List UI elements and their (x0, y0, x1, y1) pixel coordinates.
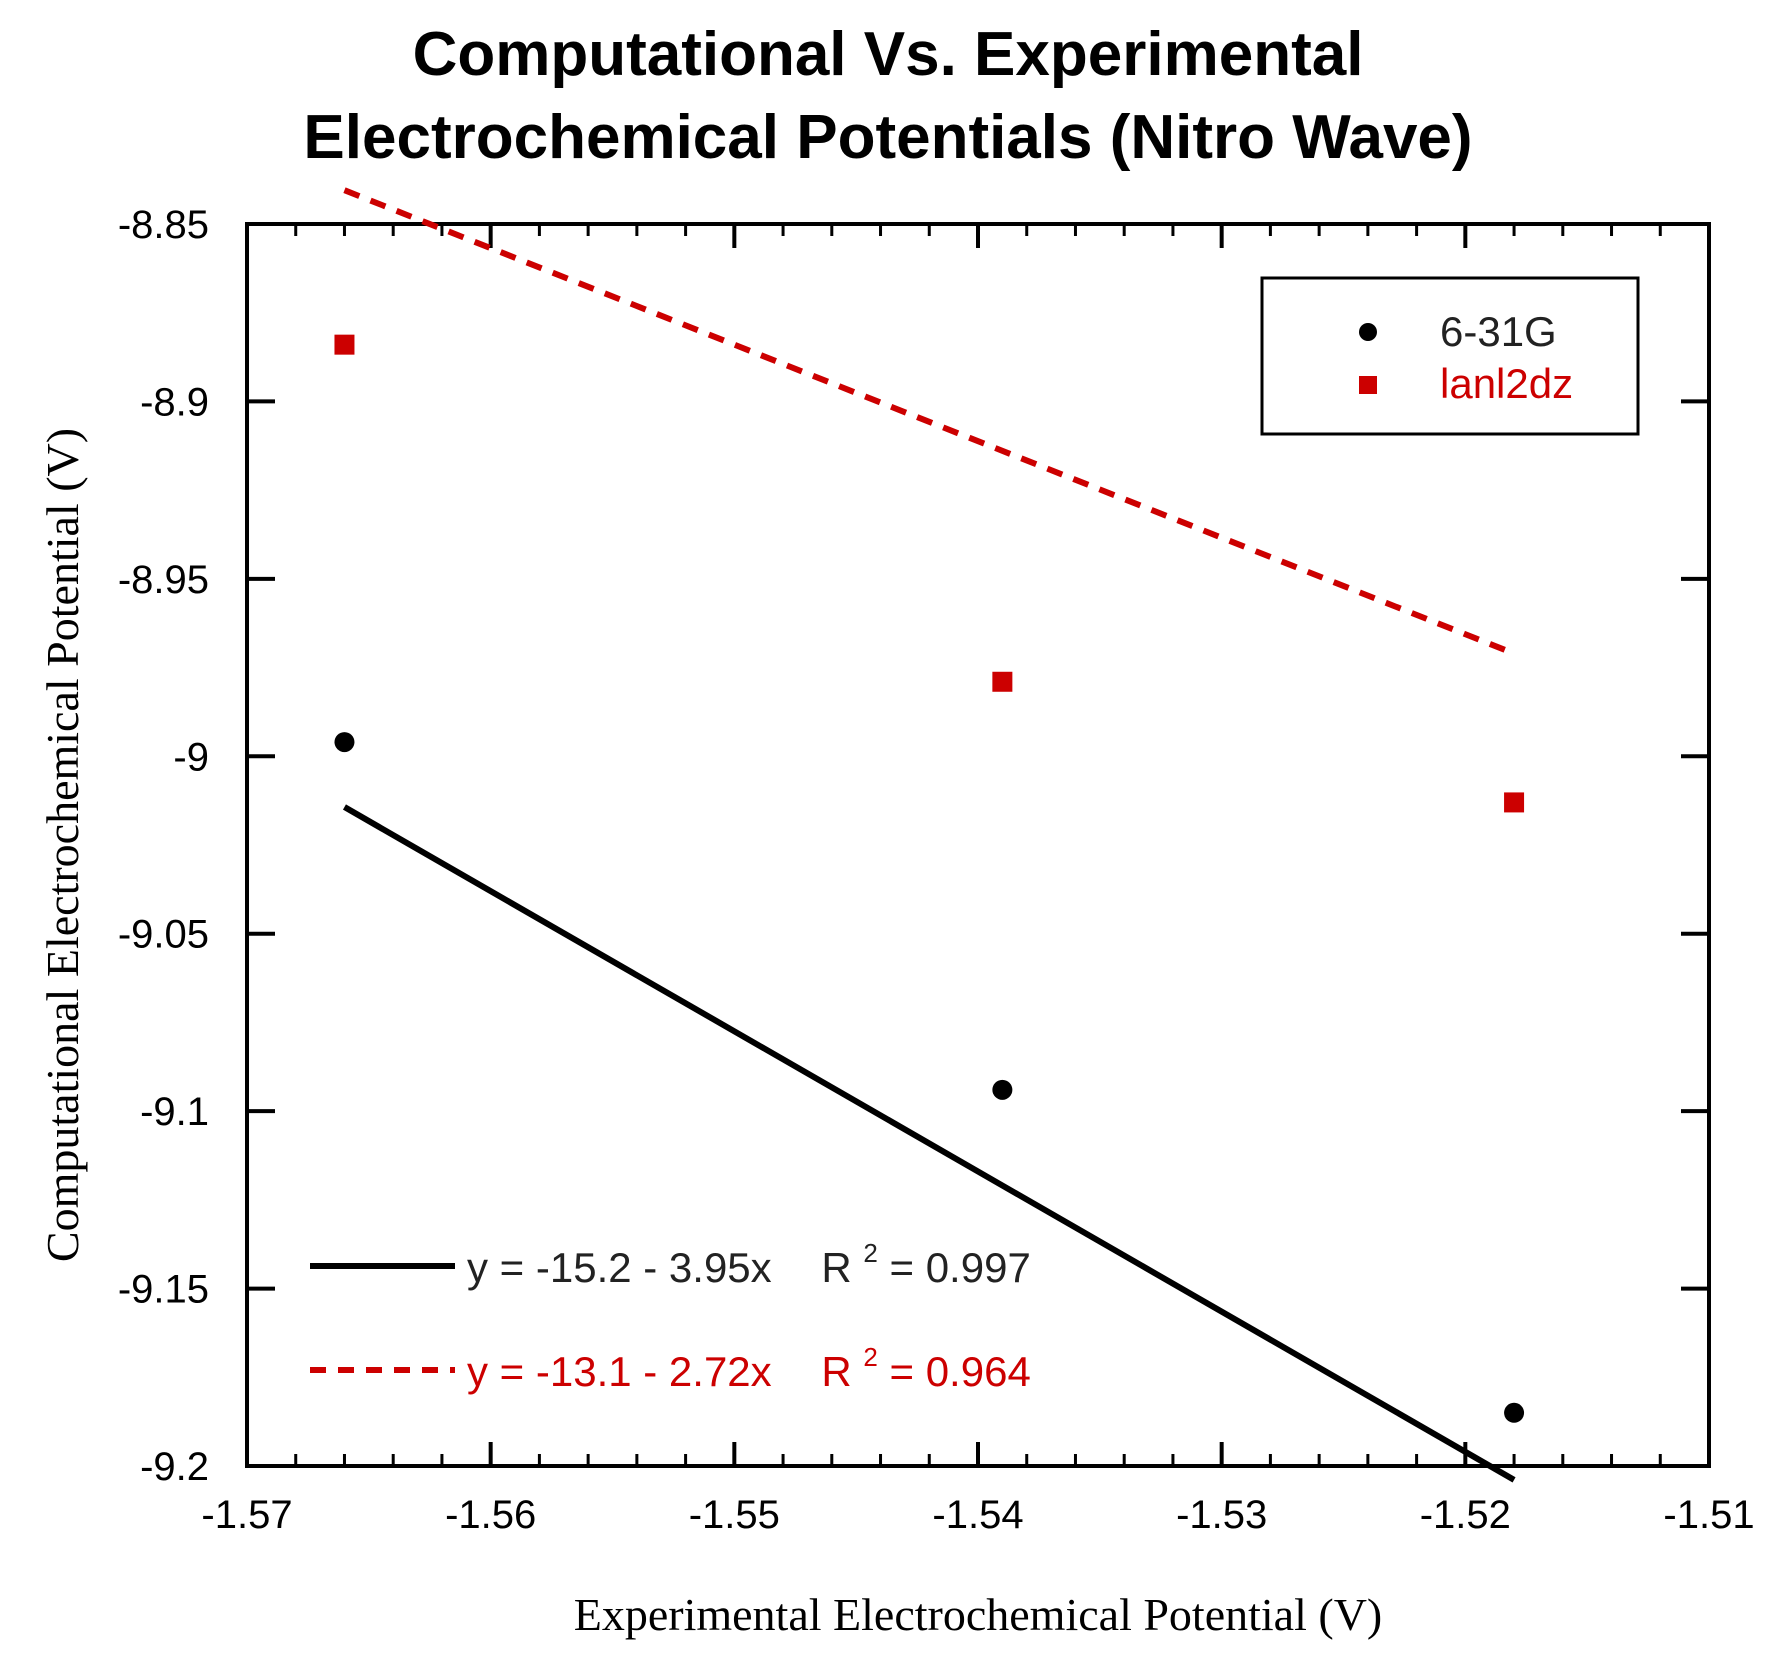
equation-lanl2dz-r-sup: 2 (863, 1342, 877, 1372)
y-tick-label: -8.9 (140, 380, 209, 424)
x-tick-label: -1.53 (1176, 1493, 1267, 1537)
x-tick-label: -1.52 (1420, 1493, 1511, 1537)
x-tick-label: -1.55 (689, 1493, 780, 1537)
legend-marker-6-31g (1359, 323, 1377, 341)
data-point-lanl2dz (1504, 792, 1525, 813)
data-point-6-31G (1504, 1402, 1525, 1423)
y-axis-label: Computational Electrochemical Potential … (37, 428, 88, 1262)
chart-title-line-2: Electrochemical Potentials (Nitro Wave) (303, 103, 1472, 172)
x-tick-label: -1.57 (201, 1493, 292, 1537)
legend-label-lanl2dz: lanl2dz (1440, 360, 1573, 407)
legend: 6-31G lanl2dz (1260, 276, 1640, 436)
data-point-lanl2dz (334, 334, 355, 355)
data-point-lanl2dz (992, 671, 1013, 692)
equation-lanl2dz-r-value: = 0.964 (890, 1348, 1031, 1395)
data-point-6-31G (992, 1079, 1013, 1100)
x-axis-label: Experimental Electrochemical Potential (… (574, 1589, 1383, 1640)
equation-6-31g: y = -15.2 - 3.95x R 2 = 0.997 (467, 1224, 1031, 1291)
x-axis-ticks: -1.57 -1.56 -1.55 -1.54 -1.53 -1.52 -1.51 (201, 224, 1755, 1537)
fit-equations: y = -15.2 - 3.95x R 2 = 0.997 y = -13.1 … (310, 1224, 1031, 1395)
y-tick-label: -9.05 (118, 913, 209, 957)
equation-6-31g-r-label: R (821, 1244, 851, 1291)
y-tick-label: -8.85 (118, 203, 209, 247)
y-tick-label: -9.15 (118, 1268, 209, 1312)
x-tick-label: -1.54 (932, 1493, 1023, 1537)
data-markers (334, 334, 1525, 1423)
data-point-6-31G (334, 732, 355, 753)
equation-lanl2dz: y = -13.1 - 2.72x R 2 = 0.964 (467, 1328, 1031, 1395)
legend-marker-lanl2dz (1359, 376, 1377, 394)
equation-6-31g-formula: y = -15.2 - 3.95x (467, 1244, 772, 1291)
fit-line-6-31G (342, 804, 1516, 1483)
chart-title-line-1: Computational Vs. Experimental (413, 20, 1364, 89)
y-axis-ticks: -8.85 -8.9 -8.95 -9 -9.05 -9.1 -9.15 -9.2 (118, 203, 1709, 1489)
y-tick-label: -9.1 (140, 1090, 209, 1134)
equation-lanl2dz-r-label: R (821, 1348, 851, 1395)
x-tick-label: -1.56 (445, 1493, 536, 1537)
legend-label-6-31g: 6-31G (1440, 308, 1557, 355)
y-tick-label: -8.95 (118, 558, 209, 602)
y-tick-label: -9 (173, 735, 209, 779)
equation-lanl2dz-formula: y = -13.1 - 2.72x (467, 1348, 772, 1395)
equation-6-31g-r-value: = 0.997 (890, 1244, 1031, 1291)
fit-line-lanl2dz (343, 187, 1516, 657)
x-tick-label: -1.51 (1663, 1493, 1754, 1537)
y-tick-label: -9.2 (140, 1445, 209, 1489)
legend-box (1260, 276, 1640, 436)
fit-lines (342, 187, 1516, 1483)
equation-6-31g-r-sup: 2 (863, 1238, 877, 1268)
